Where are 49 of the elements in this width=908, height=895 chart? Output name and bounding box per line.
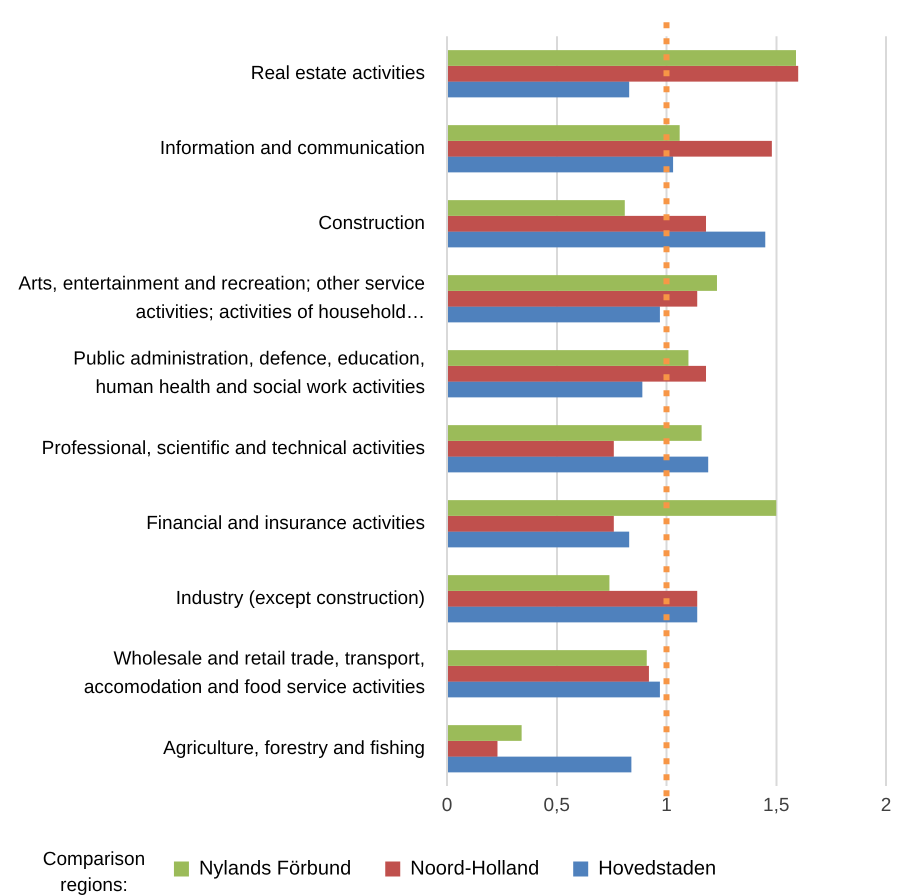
bar bbox=[448, 306, 660, 322]
y-tick-label: Real estate activities bbox=[250, 62, 425, 84]
bar bbox=[448, 382, 642, 398]
bar bbox=[448, 532, 630, 548]
y-tick-label: Public administration, defence, education, human health and social work activities bbox=[73, 348, 425, 398]
bar bbox=[448, 666, 649, 682]
bar bbox=[448, 725, 522, 741]
y-tick-label: Information and communication bbox=[160, 138, 425, 159]
y-tick-label: Construction bbox=[318, 212, 425, 234]
bar bbox=[448, 516, 614, 532]
legend-label: Noord-Holland bbox=[410, 858, 540, 880]
x-tick-label: 1 bbox=[661, 794, 672, 816]
bar bbox=[448, 216, 706, 232]
legend-title: Comparison regions: bbox=[42, 849, 146, 895]
y-tick-label: Agriculture, forestry and fishing bbox=[163, 738, 425, 759]
bar bbox=[448, 740, 498, 757]
x-tick-label: 0 bbox=[442, 794, 452, 816]
y-tick-label: Professional, scientific and technical activities bbox=[42, 438, 425, 459]
legend-label: Nylands Förbund bbox=[198, 858, 352, 880]
bar bbox=[448, 366, 706, 382]
bar bbox=[448, 275, 717, 291]
y-tick-label: Arts, entertainment and recreation; other service activities; activities of household… bbox=[18, 274, 425, 324]
bar bbox=[448, 590, 698, 607]
bar bbox=[448, 50, 796, 66]
bar bbox=[448, 456, 708, 472]
bar bbox=[448, 425, 702, 441]
bar bbox=[448, 82, 630, 98]
bar bbox=[448, 650, 647, 666]
bar bbox=[448, 66, 798, 82]
bar bbox=[448, 140, 772, 157]
bar bbox=[448, 575, 610, 591]
bar bbox=[448, 232, 766, 248]
bar bbox=[448, 500, 776, 516]
bar bbox=[448, 350, 688, 366]
y-tick-label: Wholesale and retail trade, transport, accomodation and food service activities bbox=[84, 648, 425, 698]
x-tick-label: 2 bbox=[880, 794, 892, 816]
y-tick-label: Industry (except construction) bbox=[176, 588, 425, 609]
x-tick-label: 0,5 bbox=[544, 794, 570, 816]
bar bbox=[448, 156, 674, 172]
bar bbox=[448, 440, 614, 457]
legend-label: Hovedstaden bbox=[598, 858, 716, 880]
bar bbox=[448, 756, 632, 772]
bar bbox=[448, 200, 625, 216]
y-tick-label: Financial and insurance activities bbox=[146, 512, 425, 534]
bar bbox=[448, 682, 660, 698]
bar bbox=[448, 290, 698, 307]
bar bbox=[448, 125, 680, 141]
bar bbox=[448, 606, 698, 622]
x-tick-label: 1,5 bbox=[763, 794, 790, 816]
